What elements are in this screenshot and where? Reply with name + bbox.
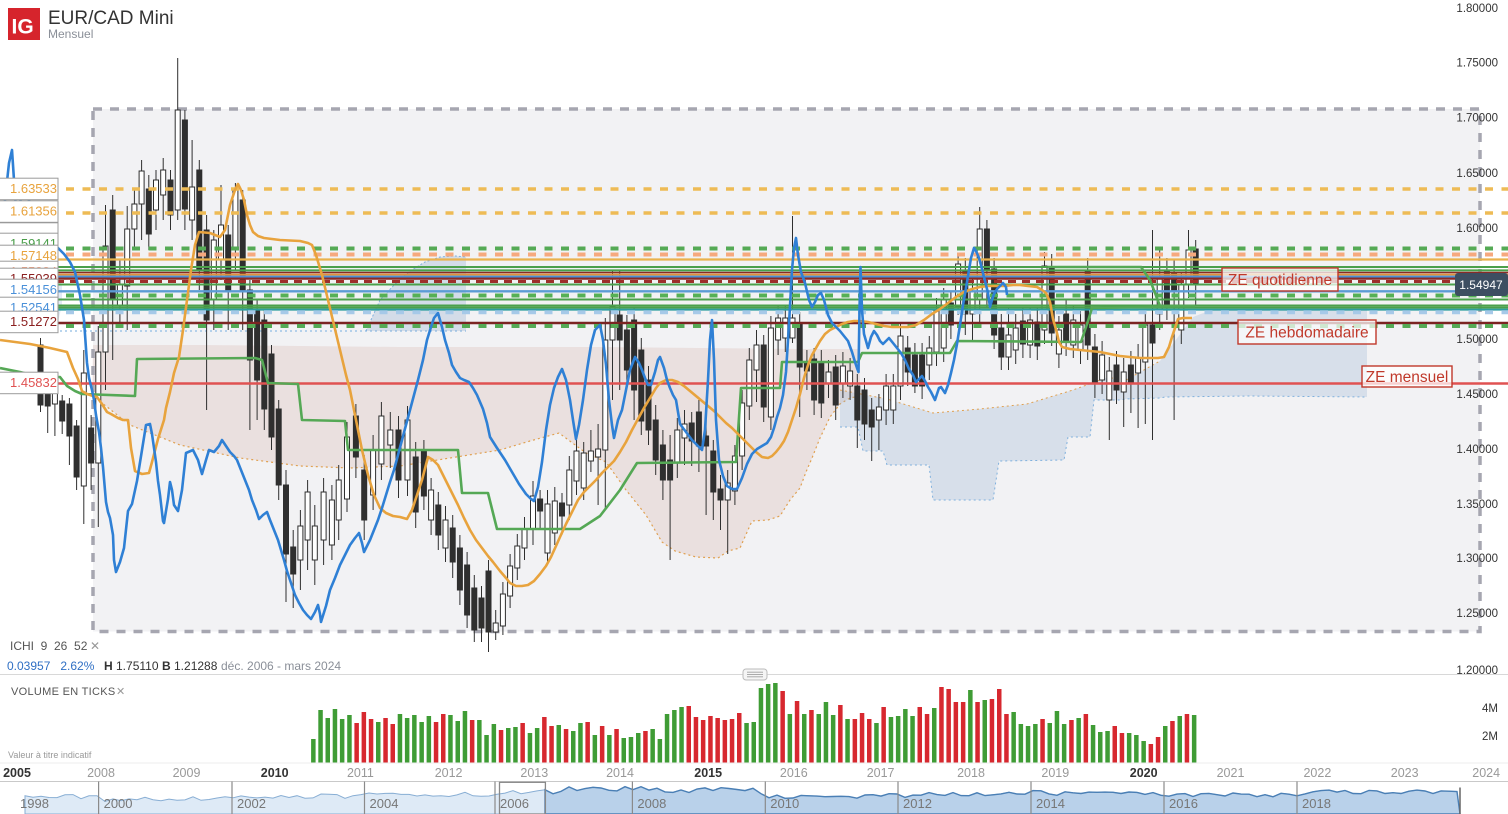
svg-text:1.54156: 1.54156 <box>10 282 57 297</box>
svg-text:ICHI 9 26 52: ICHI 9 26 52 <box>10 639 88 653</box>
svg-text:déc. 2006 - mars 2024: déc. 2006 - mars 2024 <box>221 659 341 673</box>
svg-text:1.30000: 1.30000 <box>1456 553 1498 565</box>
svg-text:1.20000: 1.20000 <box>1456 665 1498 677</box>
svg-text:1.45000: 1.45000 <box>1456 389 1498 401</box>
svg-text:1.60000: 1.60000 <box>1456 223 1498 235</box>
svg-text:1.54947: 1.54947 <box>1459 278 1503 292</box>
svg-text:B 1.21288: B 1.21288 <box>162 659 218 673</box>
svg-text:2002: 2002 <box>237 796 266 811</box>
svg-text:1.45832: 1.45832 <box>10 375 57 390</box>
svg-text:2019: 2019 <box>1041 766 1069 780</box>
svg-text:2014: 2014 <box>606 766 634 780</box>
svg-text:1.70000: 1.70000 <box>1456 113 1498 125</box>
svg-text:VOLUME EN TICKS: VOLUME EN TICKS <box>11 686 116 698</box>
svg-text:2015: 2015 <box>694 766 722 780</box>
svg-text:1.63533: 1.63533 <box>10 181 57 196</box>
svg-text:✕: ✕ <box>116 686 125 698</box>
svg-text:H 1.75110: H 1.75110 <box>104 659 159 673</box>
svg-text:2004: 2004 <box>370 796 399 811</box>
svg-text:1.40000: 1.40000 <box>1456 444 1498 456</box>
svg-text:2018: 2018 <box>1302 796 1331 811</box>
svg-text:2010: 2010 <box>770 796 799 811</box>
svg-text:2000: 2000 <box>104 796 133 811</box>
svg-text:ZE quotidienne: ZE quotidienne <box>1228 272 1332 289</box>
svg-text:1.35000: 1.35000 <box>1456 499 1498 511</box>
svg-text:2021: 2021 <box>1217 766 1245 780</box>
svg-text:1.57148: 1.57148 <box>10 248 57 263</box>
svg-text:1.50000: 1.50000 <box>1456 334 1498 346</box>
svg-text:2006: 2006 <box>500 796 529 811</box>
svg-text:1998: 1998 <box>20 796 49 811</box>
svg-text:4M: 4M <box>1482 703 1498 715</box>
svg-text:1.51272: 1.51272 <box>10 314 57 329</box>
svg-text:2005: 2005 <box>3 766 31 780</box>
svg-text:2020: 2020 <box>1130 766 1158 780</box>
svg-text:1.75000: 1.75000 <box>1456 58 1498 70</box>
svg-text:2011: 2011 <box>347 766 374 780</box>
svg-text:2022: 2022 <box>1303 766 1331 780</box>
svg-text:2017: 2017 <box>867 766 895 780</box>
svg-text:ZE hebdomadaire: ZE hebdomadaire <box>1245 325 1368 342</box>
svg-text:2018: 2018 <box>957 766 985 780</box>
svg-text:1.65000: 1.65000 <box>1456 168 1498 180</box>
svg-text:2023: 2023 <box>1391 766 1419 780</box>
svg-text:2014: 2014 <box>1036 796 1065 811</box>
svg-text:Mensuel: Mensuel <box>48 27 93 41</box>
svg-text:Valeur à titre indicatif: Valeur à titre indicatif <box>8 750 92 760</box>
svg-text:2024: 2024 <box>1472 766 1500 780</box>
svg-text:0.03957 2.62%: 0.03957 2.62% <box>7 659 95 673</box>
svg-text:2010: 2010 <box>261 766 289 780</box>
svg-text:2013: 2013 <box>520 766 548 780</box>
svg-text:✕: ✕ <box>90 639 100 653</box>
svg-text:IG: IG <box>12 16 34 39</box>
svg-text:1.25000: 1.25000 <box>1456 608 1498 620</box>
svg-text:2016: 2016 <box>1169 796 1198 811</box>
svg-text:2012: 2012 <box>903 796 932 811</box>
svg-text:EUR/CAD Mini: EUR/CAD Mini <box>48 8 174 29</box>
svg-text:1.80000: 1.80000 <box>1456 3 1498 15</box>
svg-text:2008: 2008 <box>637 796 666 811</box>
svg-text:2016: 2016 <box>780 766 808 780</box>
svg-text:1.61356: 1.61356 <box>10 204 57 219</box>
svg-text:2008: 2008 <box>87 766 115 780</box>
svg-text:2M: 2M <box>1482 731 1498 743</box>
svg-text:2009: 2009 <box>173 766 201 780</box>
svg-text:2012: 2012 <box>435 766 463 780</box>
svg-text:ZE mensuel: ZE mensuel <box>1366 369 1449 386</box>
